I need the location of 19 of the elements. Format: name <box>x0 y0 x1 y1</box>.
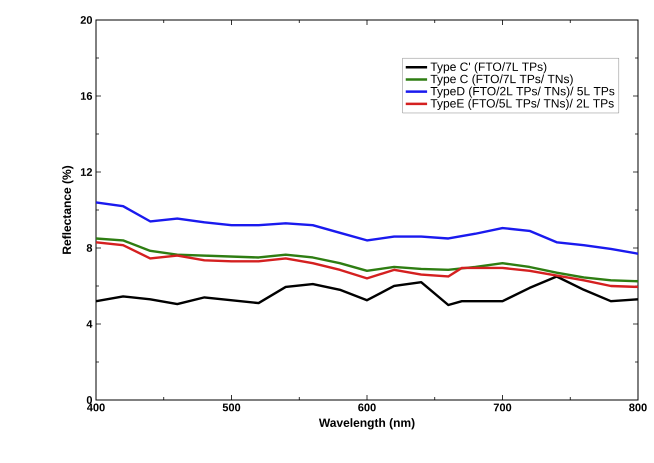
y-tick-label: 8 <box>86 244 92 252</box>
x-tick-label: 500 <box>222 404 240 412</box>
line-series <box>96 201 638 255</box>
y-tick-label: 4 <box>86 320 92 328</box>
x-tick-label: 800 <box>629 404 647 412</box>
y-tick-label: 0 <box>86 396 92 404</box>
y-tick-label: 12 <box>80 168 92 176</box>
legend-label: TypeE (FTO/5L TPs/ TNs)/ 2L TPs <box>430 98 614 110</box>
legend-label: Type C (FTO/7L TPs/ TNs) <box>430 74 573 86</box>
legend-label: Type C' (FTO/7L TPs) <box>430 62 546 74</box>
line-series <box>96 241 638 288</box>
x-tick-label: 400 <box>87 404 105 412</box>
y-tick-label: 16 <box>80 92 92 100</box>
y-tick-label: 20 <box>80 16 92 24</box>
x-tick-label: 600 <box>358 404 376 412</box>
y-axis-title: Reflectance (%) <box>62 166 74 254</box>
x-tick-label: 700 <box>494 404 512 412</box>
legend-label: TypeD (FTO/2L TPs/ TNs)/ 5L TPs <box>430 86 614 98</box>
x-axis-title: Wavelength (nm) <box>318 418 415 430</box>
